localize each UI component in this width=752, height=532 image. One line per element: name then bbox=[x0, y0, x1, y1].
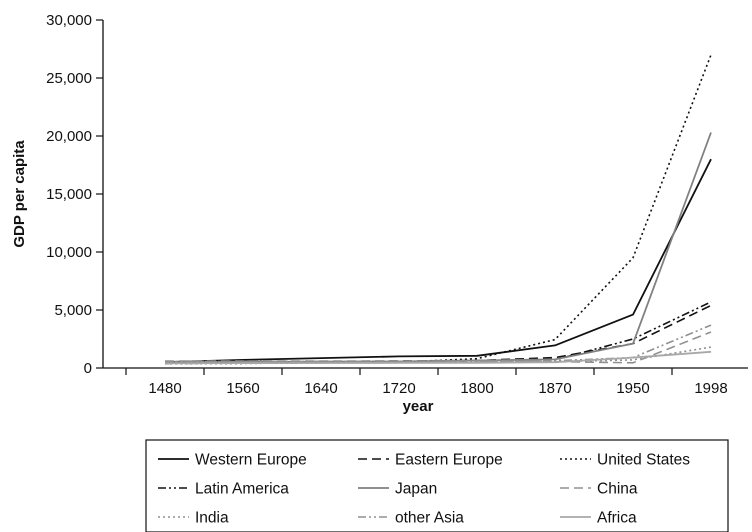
series-line-africa bbox=[164, 350, 712, 365]
series-line-western-europe bbox=[164, 158, 712, 364]
x-tick-label: 1998 bbox=[694, 380, 727, 397]
series-line-japan bbox=[164, 132, 712, 364]
axes bbox=[102, 20, 748, 369]
x-ticks: 1480 1560 1640 1720 1800 1870 1950 1998 bbox=[125, 368, 728, 397]
legend-label: India bbox=[195, 510, 229, 527]
series-line-united-states bbox=[165, 54, 712, 365]
y-ticks: 0 5,000 10,000 15,000 20,000 25,000 30,000 bbox=[46, 12, 103, 377]
legend-label: Western Europe bbox=[195, 452, 307, 469]
x-tick-label: 1720 bbox=[382, 380, 415, 397]
legend: Western Europe Eastern Europe United State… bbox=[145, 439, 729, 532]
y-tick-label: 30,000 bbox=[46, 12, 92, 29]
y-axis-title: GDP per capita bbox=[11, 140, 28, 248]
series-line-other-asia bbox=[164, 324, 712, 363]
series-line-eastern-europe bbox=[164, 304, 712, 364]
legend-label: Africa bbox=[597, 510, 637, 527]
legend-label: Latin America bbox=[195, 481, 289, 498]
y-tick-label: 15,000 bbox=[46, 186, 92, 203]
series-lines bbox=[164, 54, 712, 365]
y-tick-label: 20,000 bbox=[46, 128, 92, 145]
x-tick-label: 1560 bbox=[226, 380, 259, 397]
legend-label: United States bbox=[597, 452, 690, 469]
legend-box bbox=[145, 439, 729, 532]
x-tick-label: 1950 bbox=[616, 380, 649, 397]
x-tick-label: 1480 bbox=[148, 380, 181, 397]
y-tick-label: 25,000 bbox=[46, 70, 92, 87]
legend-label: other Asia bbox=[395, 510, 464, 527]
y-tick-label: 10,000 bbox=[46, 244, 92, 261]
y-tick-label: 5,000 bbox=[54, 302, 92, 319]
series-line-latin-america bbox=[164, 301, 712, 365]
legend-label: Japan bbox=[395, 481, 437, 498]
x-tick-label: 1640 bbox=[304, 380, 337, 397]
legend-label: China bbox=[597, 481, 638, 498]
x-axis-title: year bbox=[403, 398, 434, 415]
x-tick-label: 1870 bbox=[538, 380, 571, 397]
x-tick-label: 1800 bbox=[460, 380, 493, 397]
y-tick-label: 0 bbox=[84, 360, 92, 377]
legend-label: Eastern Europe bbox=[395, 452, 503, 469]
